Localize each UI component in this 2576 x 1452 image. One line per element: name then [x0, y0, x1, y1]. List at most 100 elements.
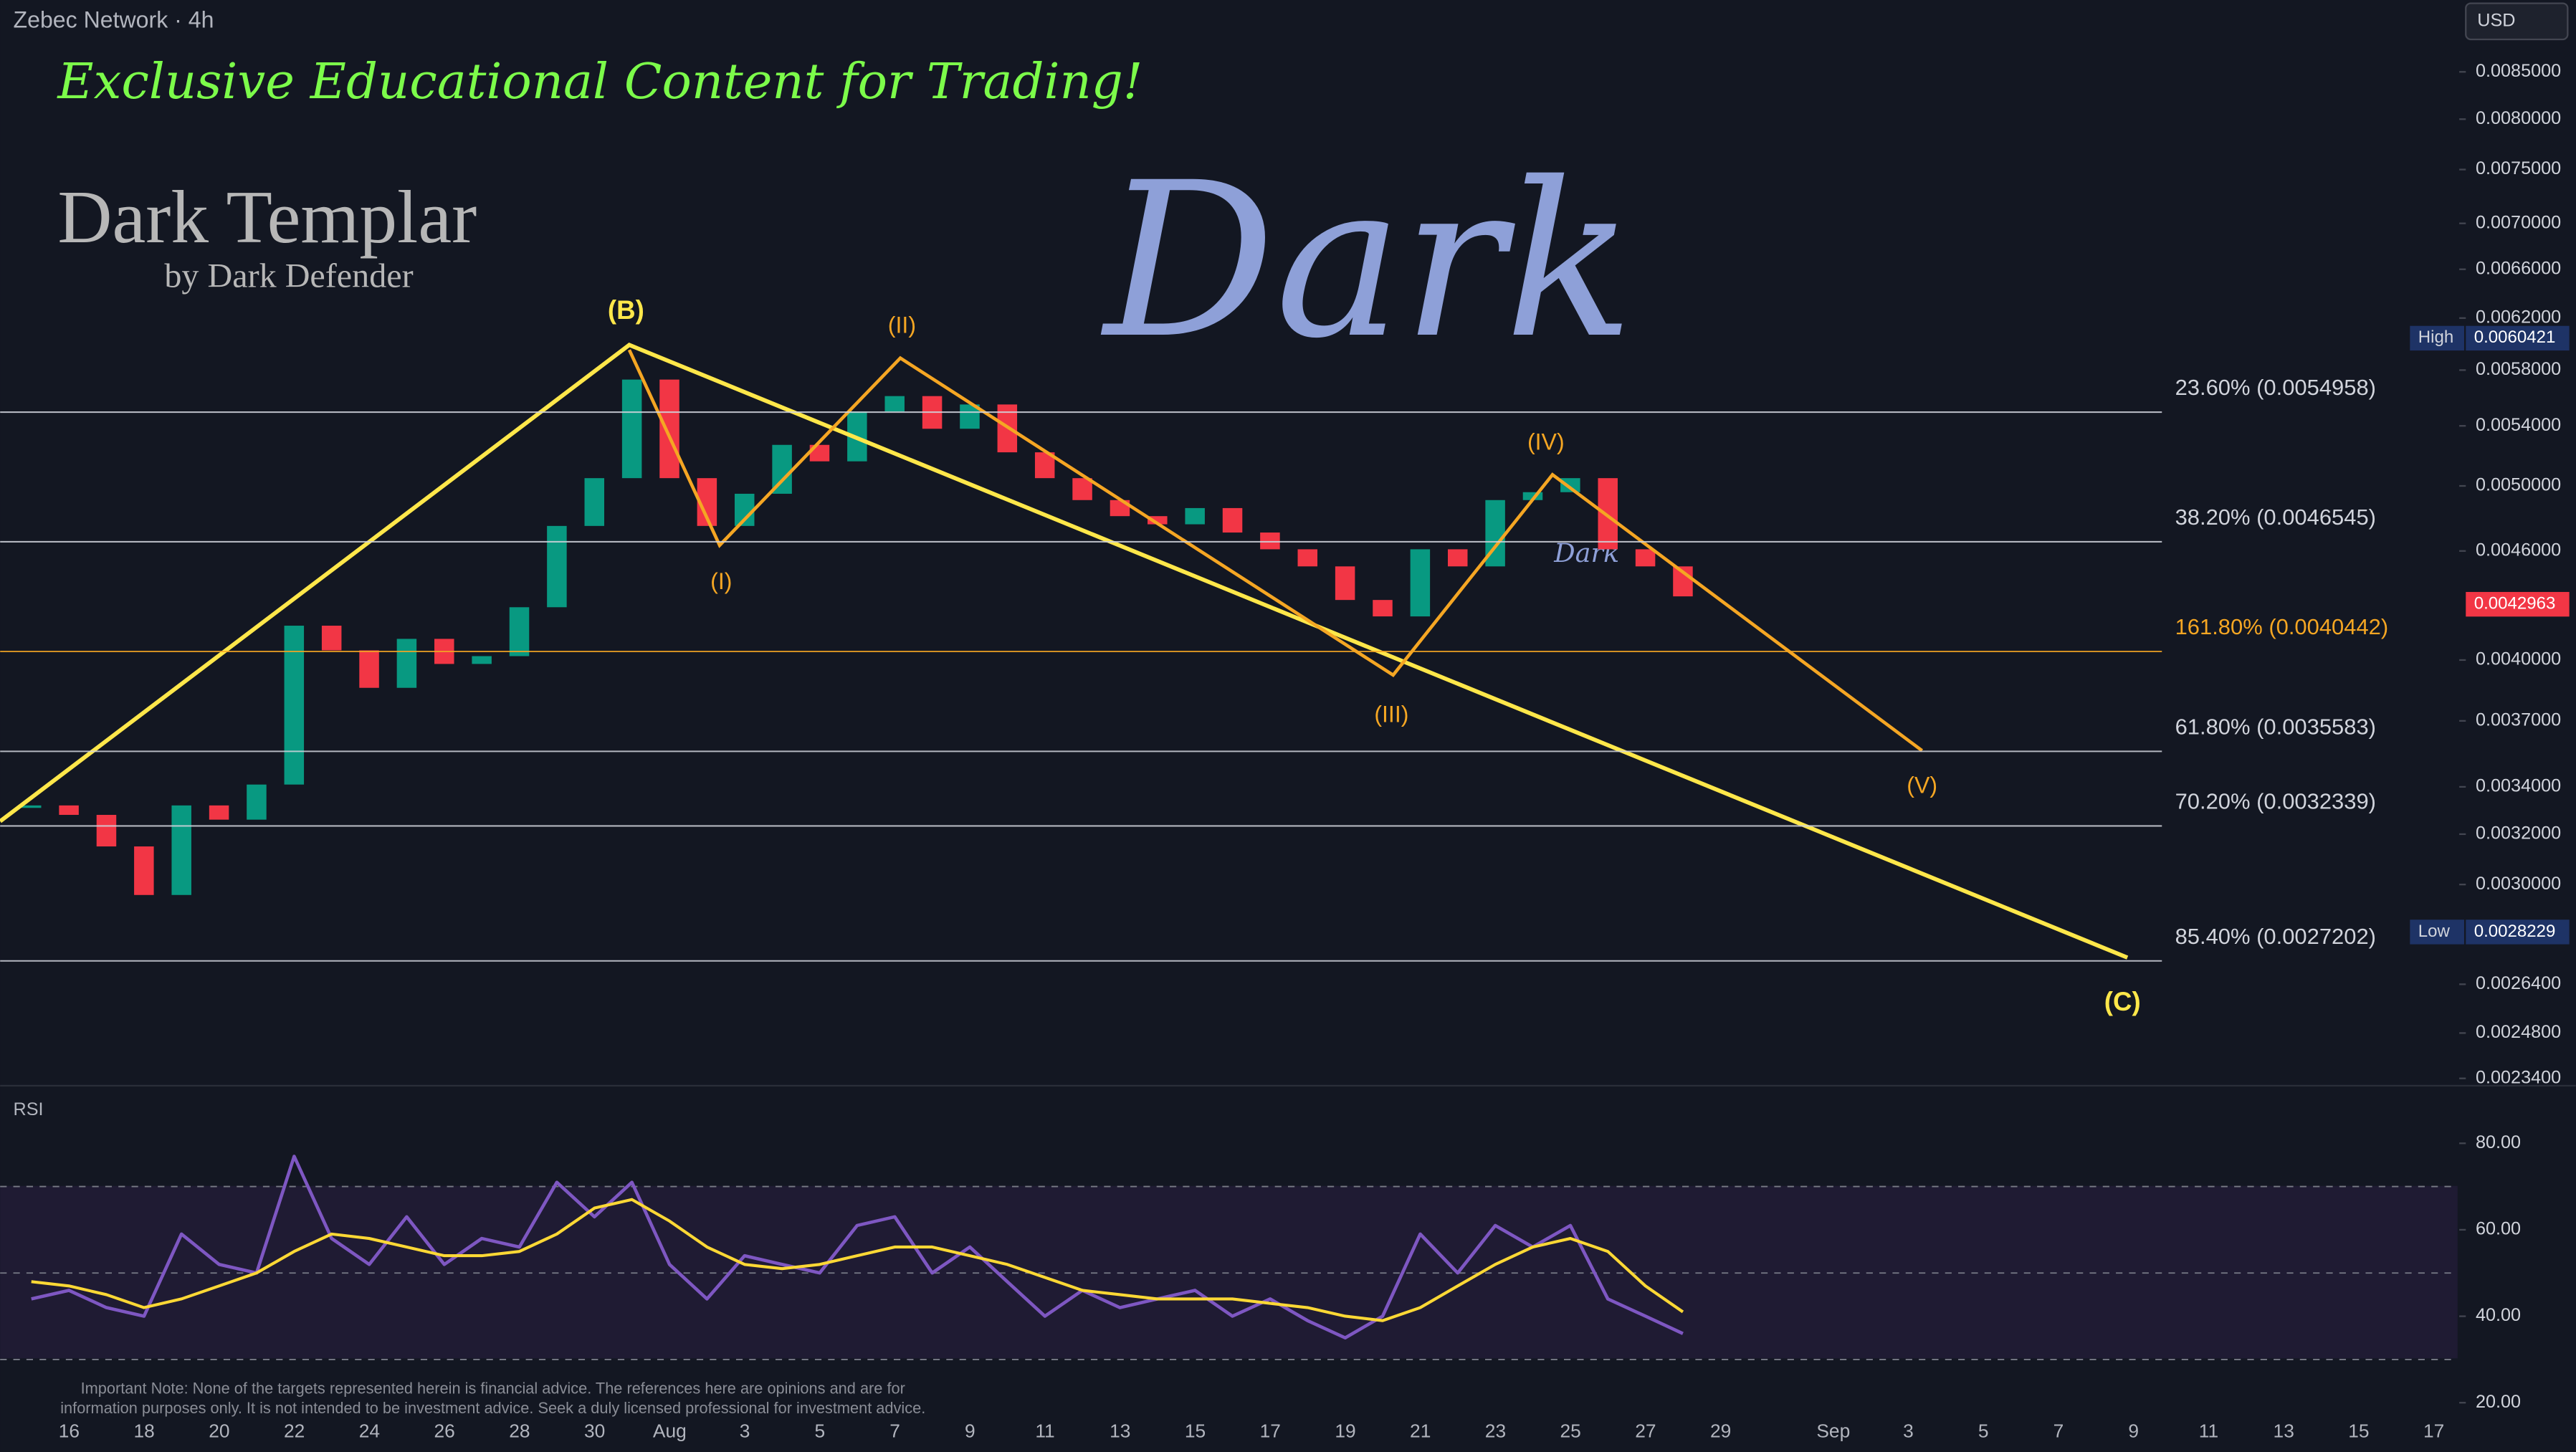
tagline: Exclusive Educational Content for Tradin… [56, 53, 1142, 110]
wave-label: (IV) [1527, 429, 1565, 454]
x-tick-label: 13 [2274, 1420, 2294, 1441]
candle [1560, 478, 1580, 492]
candle [1148, 516, 1168, 525]
pane-label: RSI [14, 1099, 44, 1119]
x-tick-label: 9 [2128, 1420, 2139, 1441]
y-tick-label: 0.0040000 [2476, 649, 2561, 669]
x-tick-label: 13 [1110, 1420, 1130, 1441]
candle [621, 379, 642, 479]
price-marker-label: 0.0028229 [2474, 922, 2556, 941]
currency-label[interactable]: USD [2477, 10, 2515, 30]
brand: Dark Templar [57, 175, 477, 259]
candle [1297, 549, 1318, 567]
candle [1335, 566, 1355, 601]
fib-label: 23.60% (0.0054958) [2175, 375, 2376, 400]
y-tick-label: 0.0066000 [2476, 258, 2561, 278]
candle [547, 525, 567, 608]
candle [584, 478, 605, 526]
x-tick-label: 5 [1978, 1420, 1989, 1441]
fib-label: 70.20% (0.0032339) [2175, 789, 2376, 814]
price-marker [2466, 920, 2570, 945]
candle [59, 805, 79, 816]
y-tick-label: 0.0024800 [2476, 1022, 2561, 1042]
price-marker [2466, 591, 2570, 617]
y-tick-label: 0.0034000 [2476, 776, 2561, 796]
disclaimer: Important Note: None of the targets repr… [81, 1380, 905, 1398]
candle [1598, 478, 1618, 550]
x-tick-label: 20 [209, 1420, 229, 1441]
candle [1072, 478, 1092, 500]
wave-line-major [0, 343, 2129, 960]
fib-label: 38.20% (0.0046545) [2175, 505, 2376, 530]
x-tick-label: 24 [359, 1420, 380, 1441]
y-tick-label: 0.0070000 [2476, 212, 2561, 232]
candle [21, 805, 42, 808]
y-tick-label: 0.0023400 [2476, 1067, 2561, 1087]
x-tick-label: 27 [1635, 1420, 1656, 1441]
candle [1185, 507, 1205, 525]
x-tick-label: 23 [1485, 1420, 1506, 1441]
candle [134, 846, 154, 895]
wave-label: (V) [1907, 772, 1937, 798]
wave-label: (B) [608, 295, 644, 325]
y-tick-label: 60.00 [2476, 1219, 2521, 1239]
x-tick-label: 25 [1560, 1420, 1581, 1441]
candle [321, 626, 342, 651]
x-tick-label: 7 [889, 1420, 900, 1441]
fib-label: 85.40% (0.0027202) [2175, 924, 2376, 949]
x-tick-label: Aug [653, 1420, 687, 1441]
y-tick-label: 0.0080000 [2476, 108, 2561, 128]
x-tick-label: 29 [1710, 1420, 1731, 1441]
candle [209, 805, 229, 820]
y-tick-label: 0.0030000 [2476, 874, 2561, 894]
currency-button[interactable] [2465, 2, 2569, 41]
x-tick-label: 18 [134, 1420, 155, 1441]
watermark: Dark [1101, 137, 1634, 386]
candle [1447, 549, 1468, 567]
x-tick-label: 17 [2423, 1420, 2444, 1441]
candle [1373, 600, 1393, 617]
y-tick-label: 80.00 [2476, 1132, 2521, 1152]
candle [1222, 507, 1243, 533]
candle [1635, 549, 1656, 567]
x-tick-label: 30 [584, 1420, 605, 1441]
y-tick-label: 0.0032000 [2476, 823, 2561, 844]
x-tick-label: 9 [965, 1420, 975, 1441]
y-tick-label: 20.00 [2476, 1392, 2521, 1412]
y-tick-label: 0.0050000 [2476, 475, 2561, 495]
candle [284, 626, 305, 785]
brand-sub: by Dark Defender [164, 257, 413, 295]
candle [1260, 532, 1280, 550]
candle [472, 656, 492, 664]
candle [396, 639, 417, 688]
candle [359, 650, 379, 688]
marker-tag [2410, 325, 2464, 351]
price-marker-label: 0.0060421 [2474, 328, 2556, 347]
x-tick-label: 15 [1185, 1420, 1206, 1441]
wave-label: (II) [888, 312, 916, 338]
x-tick-label: 11 [1035, 1420, 1054, 1441]
candle [509, 607, 530, 656]
symbol-title: Zebec Network · 4h [14, 6, 214, 32]
marker-tag [2410, 920, 2464, 945]
candle [1410, 549, 1431, 617]
rsi-line [31, 1198, 1684, 1322]
y-tick-label: 0.0054000 [2476, 415, 2561, 435]
wave-line-minor [627, 349, 1924, 753]
y-tick-label: 0.0037000 [2476, 710, 2561, 730]
price-marker-label: 0.0042963 [2474, 594, 2556, 613]
x-tick-label: 28 [509, 1420, 530, 1441]
marker-tag-label: Low [2418, 922, 2451, 941]
y-tick-label: 0.0046000 [2476, 540, 2561, 560]
candle [247, 784, 267, 820]
x-tick-label: 3 [740, 1420, 750, 1441]
candle [659, 379, 679, 479]
candle [1522, 492, 1543, 500]
x-tick-label: 11 [2199, 1420, 2218, 1441]
candles [21, 379, 1693, 895]
x-tick-label: 19 [1335, 1420, 1355, 1441]
x-tick-label: 22 [284, 1420, 305, 1441]
x-tick-label: 17 [1260, 1420, 1281, 1441]
